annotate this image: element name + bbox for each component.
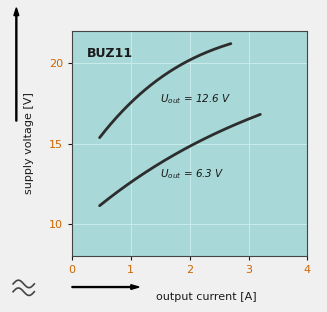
Text: $U_{out}$ = 6.3 V: $U_{out}$ = 6.3 V: [160, 167, 225, 181]
Text: $U_{out}$ = 12.6 V: $U_{out}$ = 12.6 V: [160, 92, 232, 105]
Text: output current [A]: output current [A]: [156, 292, 256, 302]
Text: supply voltage [V]: supply voltage [V]: [25, 93, 34, 194]
Text: BUZ11: BUZ11: [87, 47, 133, 60]
